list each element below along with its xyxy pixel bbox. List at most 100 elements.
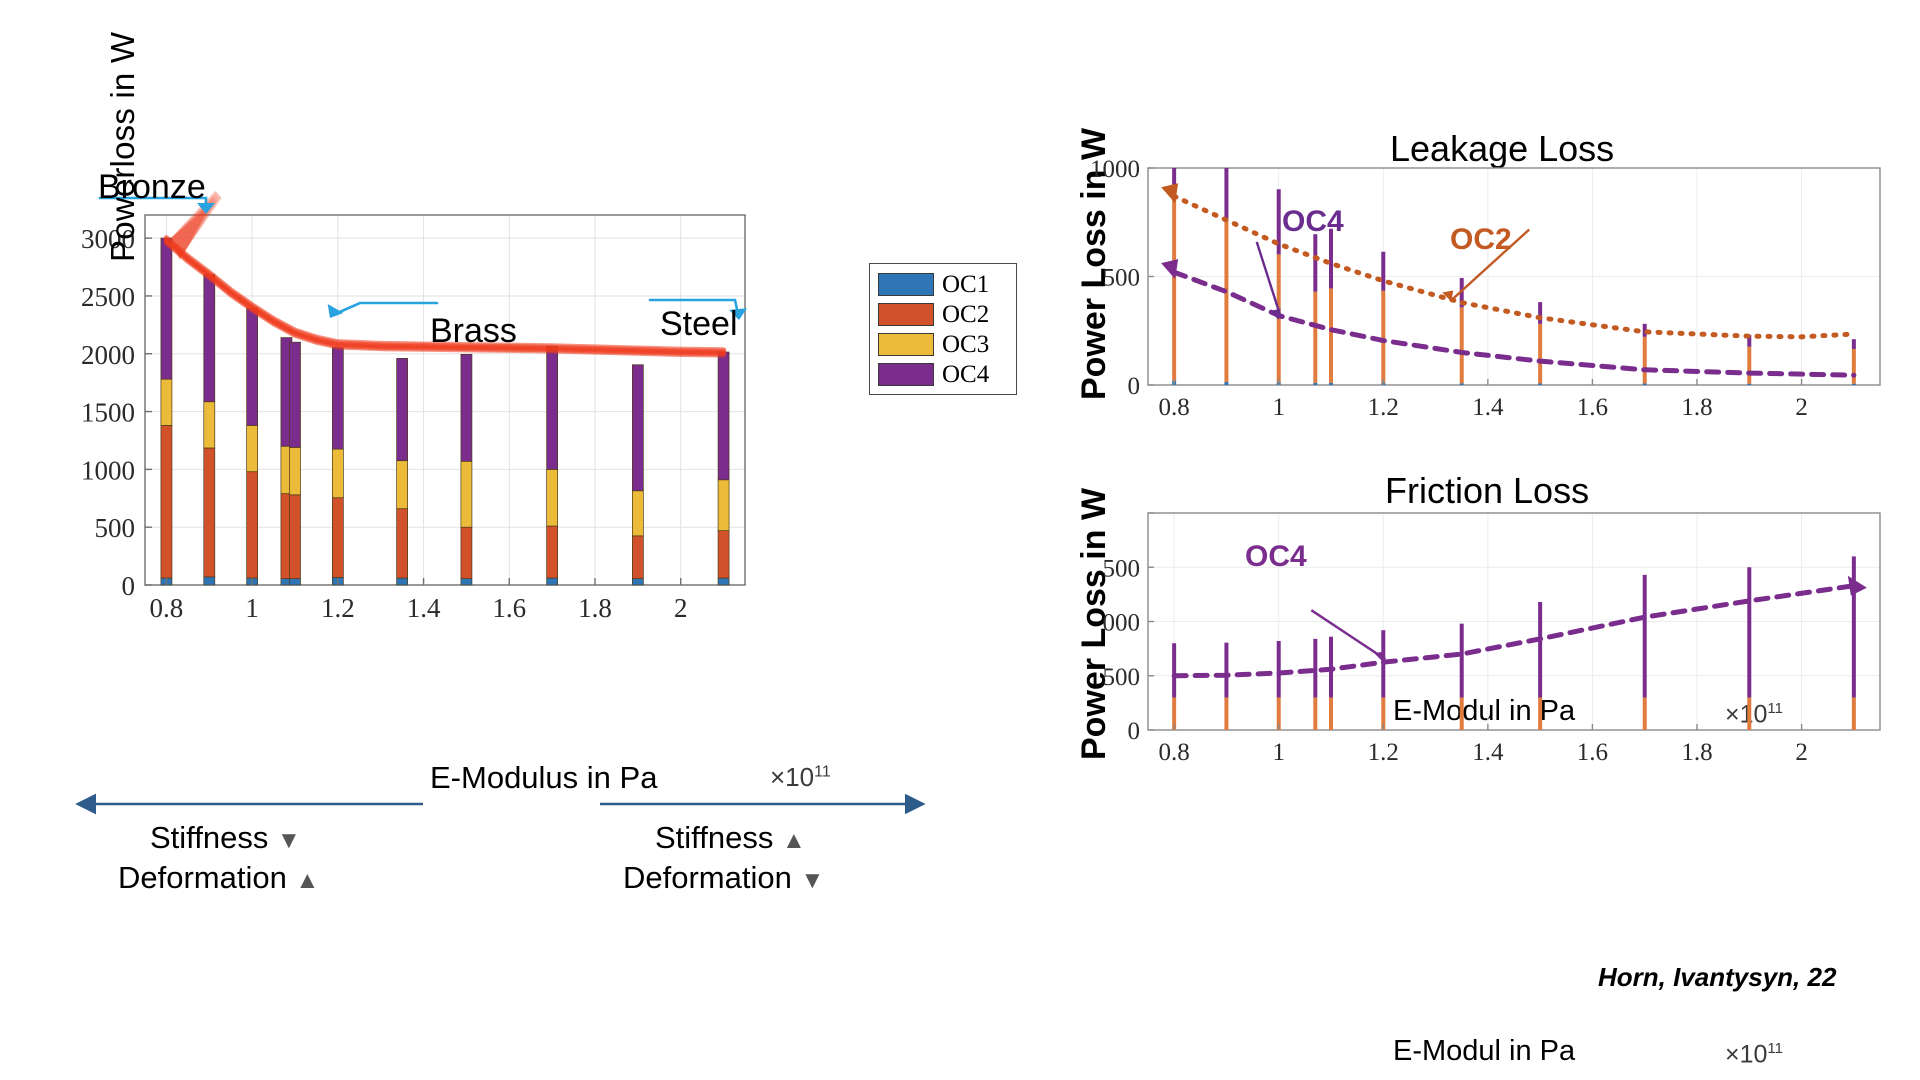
bar-segment [1459,623,1464,698]
leakage-x-axis-exponent: ×1011 [1725,700,1783,729]
bar-segment [1459,697,1464,730]
bar-segment [246,425,258,473]
bar-segment [332,497,344,578]
svg-text:1000: 1000 [1090,156,1140,183]
svg-text:0: 0 [1128,718,1141,745]
bar-segment [160,237,173,380]
legend-swatch-oc4 [878,362,934,386]
bar-segment [1459,383,1464,385]
main-x-axis-exponent: ×1011 [770,762,831,792]
bar-segment [1329,697,1333,730]
main-y-axis-title: Powerloss in W [104,31,141,262]
svg-text:1: 1 [1272,739,1285,766]
callout-arrowhead [729,308,748,320]
bar-segment [717,577,730,586]
svg-text:2000: 2000 [81,340,135,370]
trend-line-oc4 [1171,583,1857,679]
bar-segment [332,347,344,450]
bar-segment [1329,382,1333,385]
legend-swatch-oc3 [878,332,934,356]
bar-segment [632,364,644,492]
svg-text:500: 500 [1103,555,1141,582]
callout-leader-line [333,301,439,316]
bar-segment [1538,302,1543,324]
bar-segment [1747,383,1752,385]
main-powerloss-chart: 0 500 1000 1500 2000 2500 3000 0.8 1 1.2 1.4 1.6 1.8… [0,110,900,790]
svg-text:000: 000 [1103,610,1141,637]
up-triangle-icon: ▲ [295,867,320,894]
bar-segment [1538,601,1543,698]
svg-text:1.8: 1.8 [1681,739,1712,766]
trend-arrowhead [171,196,222,260]
legend-label-oc2: OC2 [942,300,990,328]
main-chart-svg: 0 500 1000 1500 2000 2500 3000 0.8 1 1.2 1.4 1.6 1.8… [81,190,748,623]
bar-segment [1747,567,1752,698]
svg-text:2: 2 [1795,394,1808,421]
friction-chart-svg: 0 500 000 500 0.8 1 1.2 1.4 1.6 1.8 2 [1103,512,1881,766]
leakage-annotation-oc4: OC4 [1282,205,1344,238]
bar-segment [289,494,301,579]
svg-text:0.8: 0.8 [150,593,184,623]
bar-segment [289,447,301,496]
bar-segment [546,469,558,527]
leakage-annotation-oc2: OC2 [1450,223,1512,256]
bar-segment [717,530,730,579]
bar-segment [332,448,344,499]
bar-segment [1459,278,1464,308]
stiffness-deformation-annotations: Stiffness ▼ Deformation ▲ Stiffness ▲ De… [0,782,1010,972]
bar-segment [1313,382,1318,385]
bar-segment [1224,381,1229,385]
legend-swatch-oc1 [878,272,934,296]
legend-label-oc3: OC3 [942,330,990,358]
bar-segment [1381,251,1386,291]
bar-segment [1172,697,1177,730]
bar-segment [1747,697,1752,730]
note-right-stiffness: Stiffness ▲ [655,820,806,855]
bar-segment [1747,334,1752,347]
up-triangle-icon: ▲ [781,827,806,854]
bar-segment [1313,638,1318,698]
callout-arrowhead [327,303,344,318]
footer-credit: Horn, Ivantysyn, 22 [1598,962,1837,992]
svg-text:1500: 1500 [81,398,135,428]
bar-segment [1276,189,1281,255]
annotation-arrowhead [1269,308,1281,320]
bar-segment [1851,339,1856,349]
overlay-trend-curve [164,240,726,358]
trend-arrowhead [1161,259,1179,280]
friction-loss-chart: 0 500 000 500 0.8 1 1.2 1.4 1.6 1.8 2 [1030,475,1920,805]
svg-text:0: 0 [1128,373,1141,400]
bar-segment [717,351,730,481]
svg-text:0.8: 0.8 [1159,394,1190,421]
leakage-chart-svg: 0 500 1000 0.8 1 1.2 1.4 1.6 1.8 2 [1090,156,1881,421]
bar-segment [289,578,301,586]
main-x-axis-title: E-Modulus in Pa [430,760,658,795]
bar-segment [203,401,216,449]
bar-segment [1224,697,1229,730]
bar-segment [1381,697,1386,730]
annotation-arrowhead [1442,290,1454,302]
note-left-stiffness: Stiffness ▼ [150,820,301,855]
bar-segment [717,479,730,532]
svg-text:500: 500 [1103,265,1141,292]
bar-segment [1851,697,1856,730]
bar-segment [246,307,258,426]
bar-segment [546,525,558,579]
bar-segment [1747,346,1752,384]
bar-segment [460,460,473,528]
down-triangle-icon: ▼ [800,867,825,894]
bar-segment [546,577,558,586]
svg-text:1.4: 1.4 [1472,394,1504,421]
friction-annotation-oc4: OC4 [1245,540,1307,573]
svg-text:1.2: 1.2 [1368,394,1399,421]
svg-text:1.6: 1.6 [1577,739,1608,766]
bar-segment [1313,697,1318,730]
bar-segment [1851,383,1856,385]
annotation-arrowhead [1374,651,1386,663]
legend-item-oc3: OC3 [878,331,1008,357]
bar-segment [460,353,473,462]
bar-segment [1851,348,1856,384]
bar-segment [1329,228,1333,289]
svg-text:3000: 3000 [81,224,135,254]
